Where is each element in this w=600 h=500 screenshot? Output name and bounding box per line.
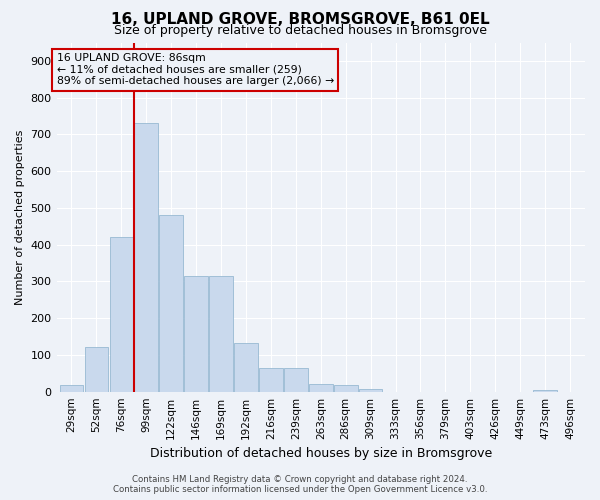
- Y-axis label: Number of detached properties: Number of detached properties: [15, 130, 25, 305]
- Bar: [533, 390, 557, 392]
- Text: Contains HM Land Registry data © Crown copyright and database right 2024.
Contai: Contains HM Land Registry data © Crown c…: [113, 474, 487, 494]
- Bar: [209, 276, 233, 392]
- Bar: [259, 368, 283, 392]
- Bar: [184, 276, 208, 392]
- Bar: [110, 238, 133, 392]
- Bar: [85, 347, 108, 392]
- Bar: [334, 385, 358, 392]
- Bar: [234, 343, 258, 392]
- Text: Size of property relative to detached houses in Bromsgrove: Size of property relative to detached ho…: [113, 24, 487, 37]
- X-axis label: Distribution of detached houses by size in Bromsgrove: Distribution of detached houses by size …: [149, 447, 492, 460]
- Text: 16 UPLAND GROVE: 86sqm
← 11% of detached houses are smaller (259)
89% of semi-de: 16 UPLAND GROVE: 86sqm ← 11% of detached…: [56, 53, 334, 86]
- Bar: [59, 385, 83, 392]
- Bar: [134, 124, 158, 392]
- Bar: [359, 388, 382, 392]
- Bar: [160, 216, 183, 392]
- Bar: [309, 384, 332, 392]
- Bar: [284, 368, 308, 392]
- Text: 16, UPLAND GROVE, BROMSGROVE, B61 0EL: 16, UPLAND GROVE, BROMSGROVE, B61 0EL: [110, 12, 490, 28]
